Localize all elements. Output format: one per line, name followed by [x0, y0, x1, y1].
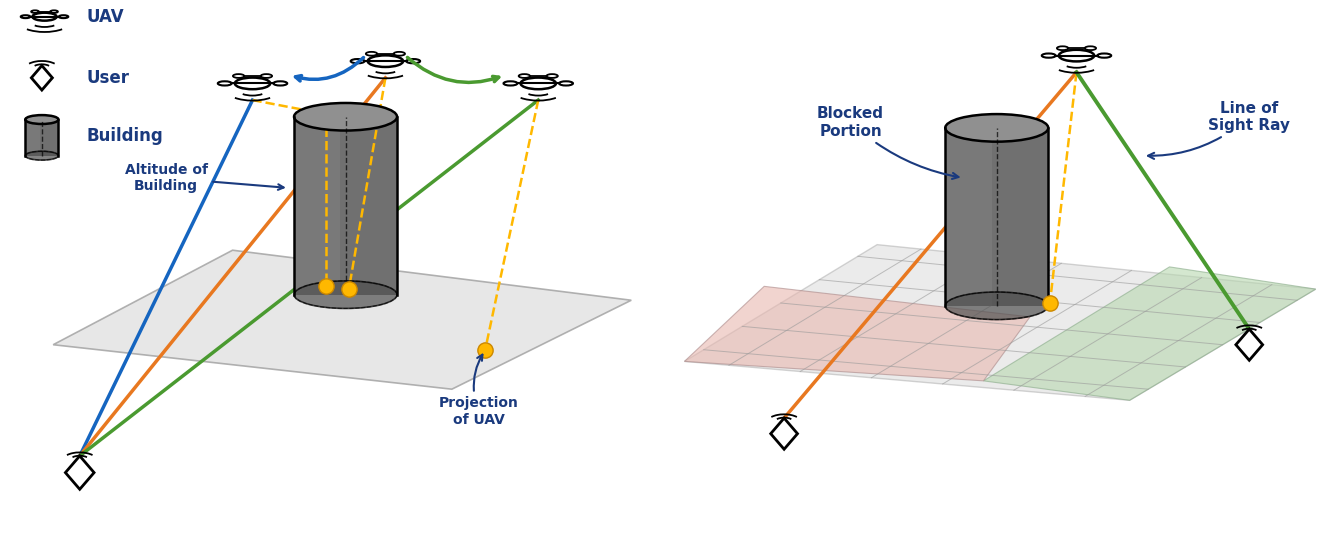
Polygon shape: [983, 267, 1316, 400]
Ellipse shape: [235, 78, 270, 89]
Ellipse shape: [945, 292, 1049, 320]
Ellipse shape: [546, 74, 558, 78]
Text: User: User: [86, 69, 129, 87]
Ellipse shape: [518, 74, 530, 78]
Ellipse shape: [260, 74, 272, 78]
Ellipse shape: [1042, 53, 1055, 58]
Ellipse shape: [351, 59, 364, 63]
Text: Altitude of
Building: Altitude of Building: [125, 163, 283, 193]
Ellipse shape: [58, 15, 68, 18]
Bar: [945, 128, 1049, 306]
Text: UAV: UAV: [86, 8, 124, 26]
Ellipse shape: [1057, 46, 1069, 50]
Polygon shape: [65, 456, 94, 489]
Ellipse shape: [504, 81, 517, 86]
Ellipse shape: [51, 11, 58, 13]
Text: Projection
of UAV: Projection of UAV: [439, 355, 518, 426]
Ellipse shape: [365, 52, 377, 56]
Text: Blocked
Portion: Blocked Portion: [817, 106, 958, 179]
Text: Line of
Sight Ray: Line of Sight Ray: [1148, 101, 1290, 159]
Polygon shape: [771, 418, 797, 449]
Ellipse shape: [368, 56, 403, 67]
Bar: [25, 120, 40, 156]
Text: Building: Building: [86, 127, 163, 145]
Ellipse shape: [407, 59, 420, 63]
Polygon shape: [684, 286, 1030, 381]
Polygon shape: [53, 250, 631, 389]
Ellipse shape: [1084, 46, 1096, 50]
Ellipse shape: [294, 281, 397, 309]
Polygon shape: [32, 66, 52, 90]
Ellipse shape: [521, 78, 556, 89]
Ellipse shape: [31, 11, 39, 13]
Ellipse shape: [945, 114, 1049, 142]
Ellipse shape: [25, 151, 58, 160]
Bar: [294, 117, 397, 295]
Ellipse shape: [1098, 53, 1111, 58]
Polygon shape: [1236, 329, 1263, 360]
Ellipse shape: [560, 81, 573, 86]
Ellipse shape: [274, 81, 287, 86]
Ellipse shape: [32, 13, 57, 21]
Ellipse shape: [393, 52, 405, 56]
Bar: [294, 117, 340, 295]
Bar: [25, 120, 58, 156]
Ellipse shape: [1059, 50, 1094, 61]
Ellipse shape: [233, 74, 245, 78]
Ellipse shape: [25, 115, 58, 124]
Polygon shape: [684, 245, 1316, 400]
Ellipse shape: [294, 103, 397, 131]
Ellipse shape: [218, 81, 231, 86]
Ellipse shape: [21, 15, 31, 18]
Bar: [945, 128, 991, 306]
